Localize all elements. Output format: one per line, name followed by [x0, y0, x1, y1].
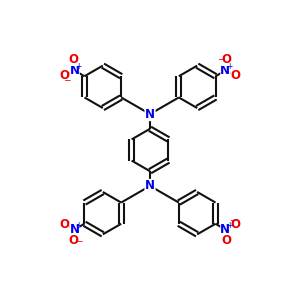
Text: −: − [218, 55, 225, 64]
Text: O: O [221, 53, 231, 66]
Text: +: + [226, 62, 232, 71]
Text: +: + [75, 221, 82, 230]
Text: +: + [75, 62, 82, 71]
Text: N: N [70, 64, 80, 77]
Text: N: N [220, 223, 230, 236]
Text: N: N [145, 179, 155, 192]
Text: N: N [70, 223, 80, 236]
Text: −: − [230, 216, 237, 225]
Text: −: − [75, 236, 82, 245]
Text: O: O [230, 69, 240, 82]
Text: +: + [226, 221, 232, 230]
Text: N: N [145, 108, 155, 121]
Text: O: O [60, 69, 70, 82]
Text: O: O [221, 234, 231, 247]
Text: O: O [69, 234, 79, 247]
Text: N: N [220, 64, 230, 77]
Text: O: O [60, 218, 70, 231]
Text: O: O [69, 53, 79, 66]
Text: O: O [230, 218, 240, 231]
Text: −: − [63, 75, 70, 84]
